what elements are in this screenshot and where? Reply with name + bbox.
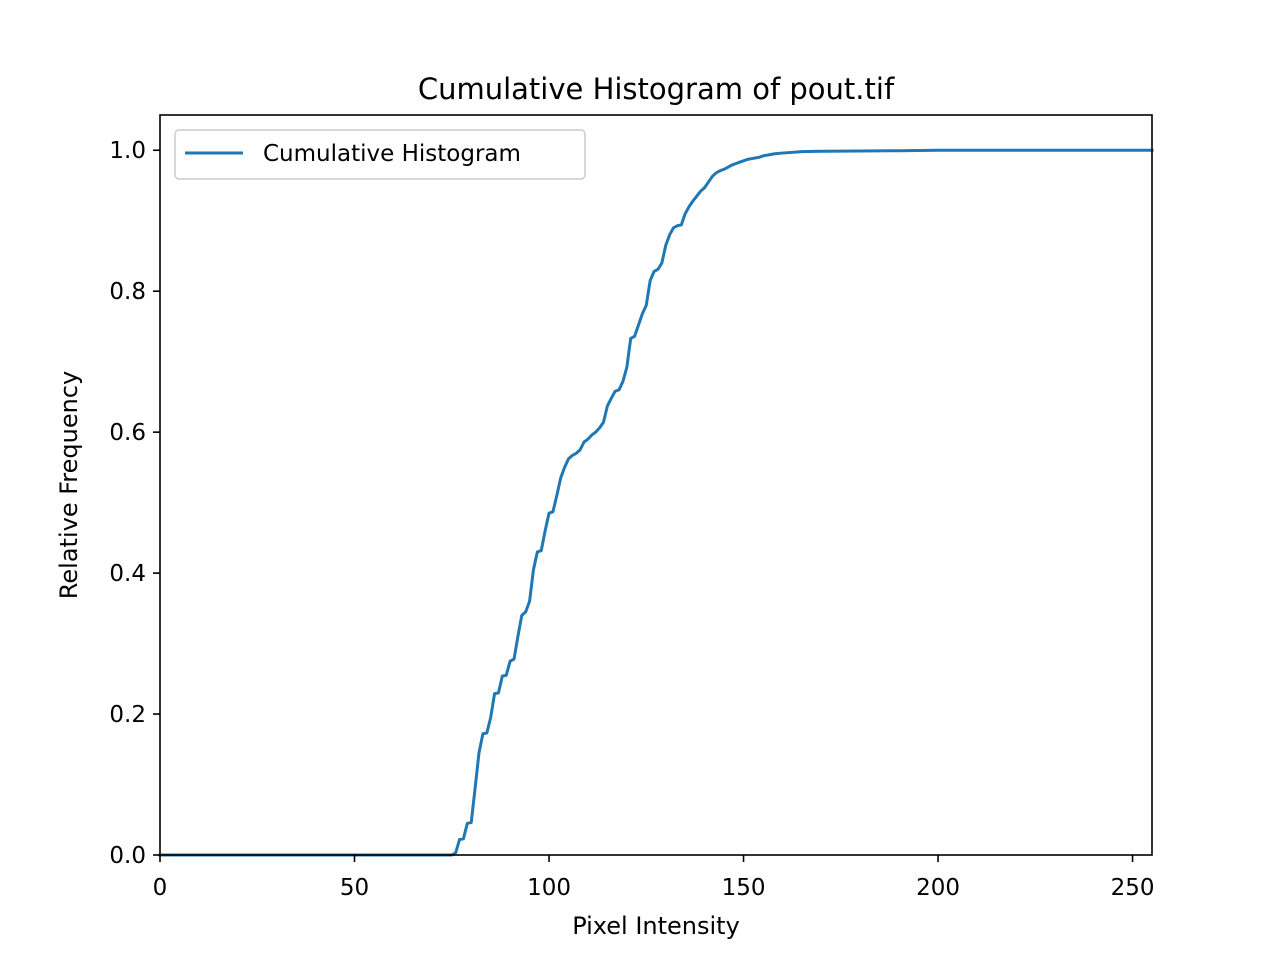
y-tick-label: 1.0 bbox=[109, 138, 146, 164]
legend-box bbox=[174, 129, 586, 180]
x-tick-label: 0 bbox=[153, 875, 168, 901]
y-axis-label: Relative Frequency bbox=[55, 371, 83, 599]
y-tick-label: 0.0 bbox=[109, 843, 146, 869]
y-tick-label: 0.4 bbox=[109, 561, 146, 587]
x-tick-label: 50 bbox=[340, 875, 369, 901]
y-tick-label: 0.8 bbox=[109, 279, 146, 305]
y-tick-label: 0.2 bbox=[109, 702, 146, 728]
plot-area bbox=[158, 148, 1154, 857]
axes-frame bbox=[159, 114, 1153, 856]
ticks-layer: 0 50 100 150 200 250 0.0 0.2 0.4 0.6 0.8 1.0 bbox=[109, 138, 1154, 901]
legend: Cumulative Histogram bbox=[174, 129, 586, 180]
x-tick-label: 250 bbox=[1111, 875, 1155, 901]
y-tick-label: 0.6 bbox=[109, 420, 146, 446]
chart-title: Cumulative Histogram of pout.tif bbox=[418, 72, 895, 106]
legend-label: Cumulative Histogram bbox=[263, 141, 521, 167]
x-tick-label: 200 bbox=[916, 875, 960, 901]
series-line-cumulative-histogram bbox=[158, 148, 1154, 857]
x-axis-label: Pixel Intensity bbox=[572, 912, 740, 940]
x-tick-label: 100 bbox=[527, 875, 571, 901]
x-tick-label: 150 bbox=[722, 875, 766, 901]
